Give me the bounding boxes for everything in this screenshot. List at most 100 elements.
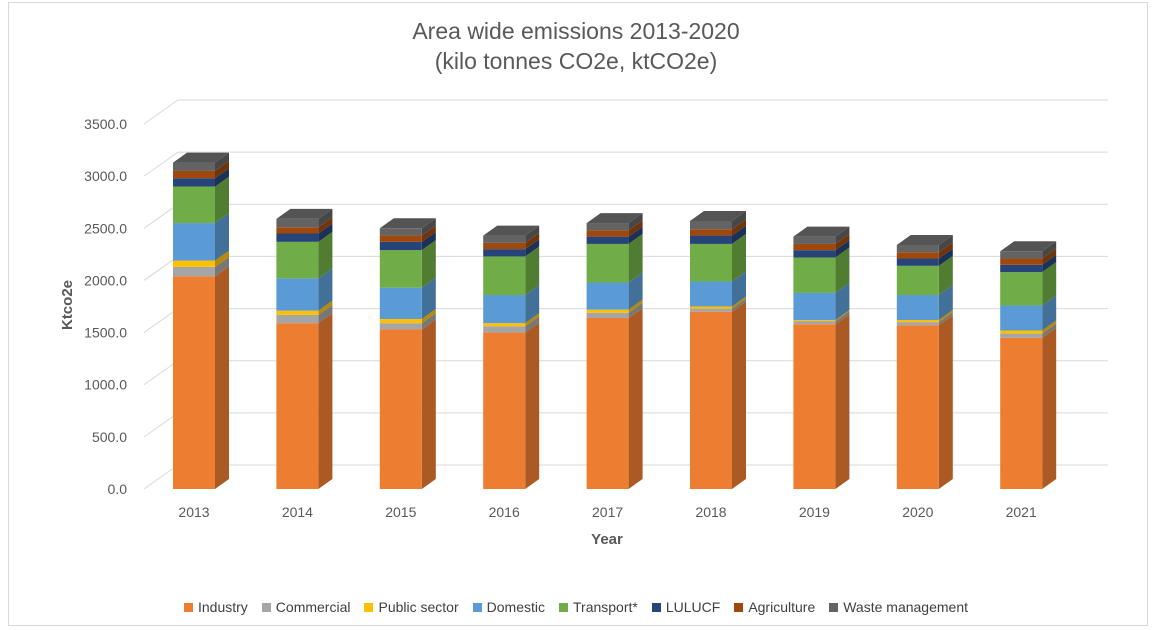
bar-segment	[896, 265, 939, 296]
bar-side	[421, 218, 436, 236]
bar-side	[938, 285, 953, 321]
bar-side	[628, 213, 643, 231]
bar-segment	[586, 243, 629, 283]
bar-side	[525, 285, 540, 324]
bar-segment	[793, 250, 836, 258]
bar-side	[1042, 254, 1057, 273]
bar-segment	[896, 244, 939, 253]
bar-side	[318, 304, 333, 324]
bar-segment	[793, 321, 836, 325]
bar-side	[835, 310, 850, 322]
bar-segment	[1000, 337, 1043, 489]
bar-side	[215, 160, 229, 179]
bar-side	[1042, 248, 1057, 265]
legend-swatch	[364, 602, 374, 612]
bar-side	[421, 231, 436, 251]
legend-swatch	[472, 602, 482, 612]
bar-side	[835, 314, 850, 489]
gridline	[143, 99, 1108, 125]
bar-segment	[690, 281, 732, 307]
x-tick-label: 2019	[799, 504, 830, 520]
legend-swatch	[183, 602, 193, 612]
bar-side	[525, 313, 540, 327]
bar-segment	[483, 323, 526, 327]
x-tick-label: 2018	[695, 504, 726, 520]
y-tick-label: 2500.0	[84, 220, 127, 236]
legend-item: Commercial	[261, 599, 350, 615]
bar-segment	[379, 241, 422, 251]
bar-segment	[483, 242, 526, 250]
gridline	[143, 151, 1108, 177]
bar-side	[628, 272, 643, 310]
bar-segment	[379, 329, 422, 489]
y-tick-label: 2000.0	[84, 272, 127, 288]
bar-segment	[1000, 251, 1043, 259]
x-tick-label: 2014	[282, 504, 313, 520]
x-tick-label: 2016	[489, 504, 520, 520]
x-tick-label: 2020	[902, 504, 933, 520]
bar-segment	[483, 326, 526, 333]
bar-side	[938, 255, 953, 296]
bar-side	[215, 256, 229, 277]
bar-segment	[690, 311, 732, 489]
bar-segment	[379, 287, 422, 320]
bar-top	[586, 213, 643, 224]
bar-side	[938, 234, 953, 253]
bar-side	[732, 301, 746, 489]
bar-side	[525, 239, 540, 257]
bar-side	[628, 226, 643, 244]
bar-side	[732, 219, 746, 236]
bar-side	[525, 322, 540, 489]
bar-side	[421, 313, 436, 330]
bar-segment	[1000, 272, 1043, 306]
bar-segment	[379, 319, 422, 324]
bar-segment	[690, 229, 732, 236]
bar-segment	[793, 324, 836, 489]
bar-side	[628, 307, 643, 489]
y-tick-label: 0.0	[108, 481, 128, 497]
bar-side	[215, 152, 229, 171]
bar-side	[1042, 320, 1057, 334]
bar-side	[318, 208, 333, 228]
bar-segment	[1000, 333, 1043, 338]
bar-segment	[586, 223, 629, 231]
bar-side	[1042, 323, 1057, 338]
bar-segment	[586, 312, 629, 318]
bar-top	[690, 210, 746, 221]
bar-side	[938, 242, 953, 259]
bar-segment	[1000, 258, 1043, 265]
legend-label: Public sector	[378, 599, 459, 615]
bar-side	[421, 309, 436, 324]
bar-side	[215, 266, 229, 489]
bar-side	[421, 319, 436, 489]
bar-segment	[793, 320, 836, 322]
legend-item: Industry	[183, 599, 248, 615]
legend-item: Public sector	[364, 599, 459, 615]
legend-swatch	[651, 602, 661, 612]
bar-side	[421, 225, 436, 242]
legend-label: Domestic	[486, 599, 545, 615]
bar-segment	[896, 258, 939, 266]
legend-label: LULUCF	[665, 599, 721, 615]
bar-side	[628, 233, 643, 283]
bar-segment	[690, 235, 732, 244]
y-tick-label: 500.0	[92, 429, 127, 445]
bar-side	[1042, 241, 1057, 259]
bar-segment	[173, 260, 215, 267]
bar-side	[318, 313, 333, 489]
bar-segment	[173, 162, 215, 171]
bar-segment	[379, 323, 422, 330]
bar-segment	[896, 252, 939, 259]
bar-segment	[896, 320, 939, 323]
bar-side	[732, 271, 746, 307]
bar-segment	[483, 256, 526, 296]
y-tick-label: 3500.0	[84, 116, 127, 132]
bar-top	[793, 226, 850, 237]
bar-side	[318, 223, 333, 242]
bar-segment	[1000, 264, 1043, 273]
bar-segment	[896, 325, 939, 489]
bar-side	[525, 232, 540, 250]
bar-side	[421, 240, 436, 288]
bar-segment	[173, 266, 215, 277]
